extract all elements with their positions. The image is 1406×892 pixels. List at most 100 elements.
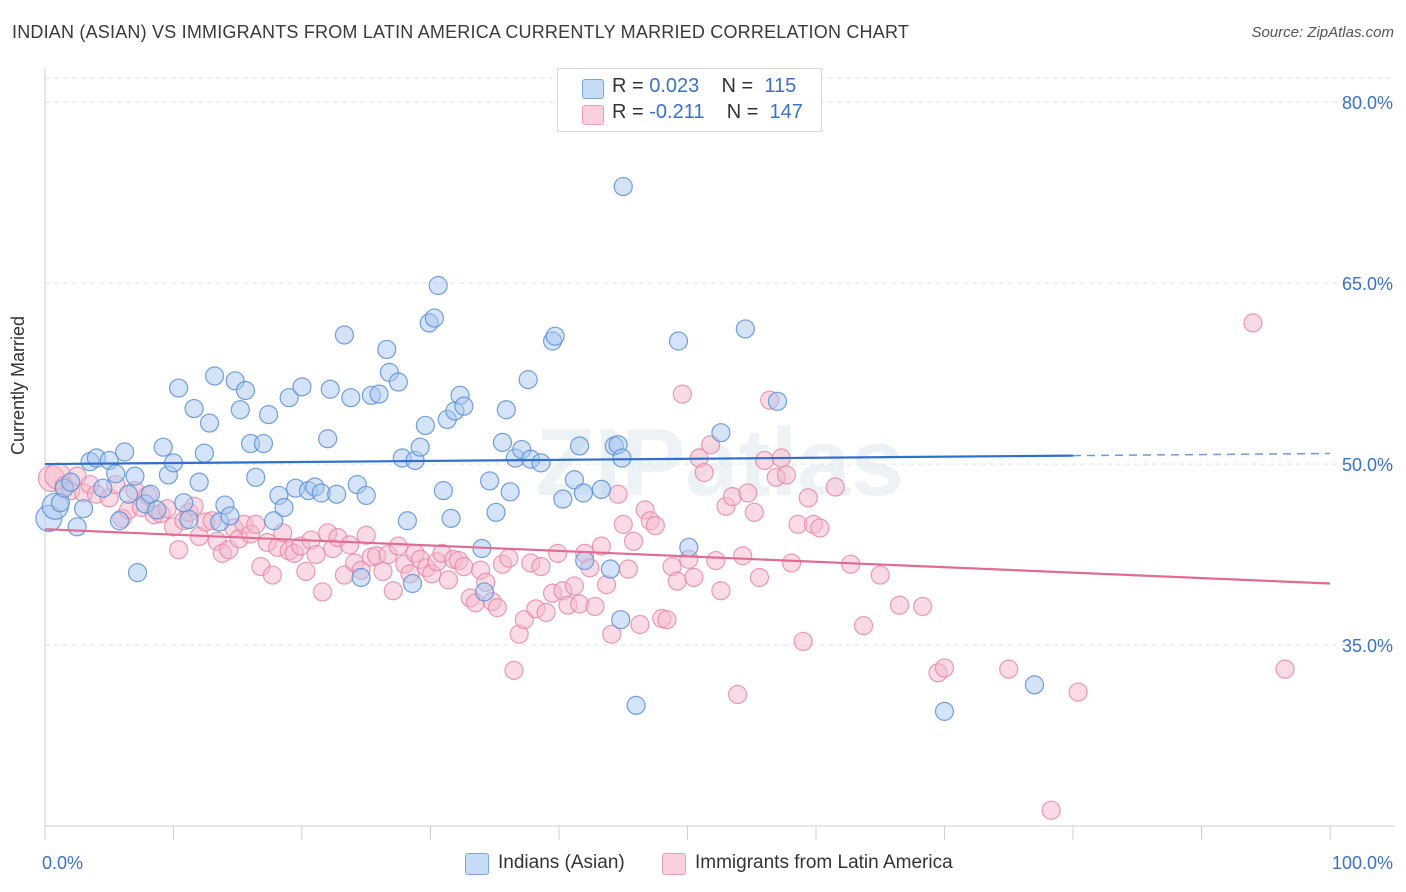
point-immigrants-latin-america — [744, 502, 764, 522]
y-tick-label: 80.0% — [1342, 93, 1393, 113]
point-immigrants-latin-america — [1041, 800, 1061, 820]
point-indians-asian — [711, 423, 731, 443]
point-immigrants-latin-america — [853, 616, 874, 636]
point-immigrants-latin-america — [684, 567, 704, 588]
trend-lines — [44, 452, 1331, 585]
point-indians-asian — [179, 509, 199, 530]
point-immigrants-latin-america — [296, 561, 316, 582]
y-tick-label: 50.0% — [1342, 455, 1393, 475]
point-indians-asian — [292, 377, 312, 397]
point-immigrants-latin-america — [246, 514, 266, 534]
bottom-legend-label-indians: Indians (Asian) — [498, 852, 625, 873]
point-immigrants-latin-america — [672, 384, 692, 404]
point-immigrants-latin-america — [608, 484, 628, 504]
point-indians-asian — [626, 695, 646, 715]
point-immigrants-latin-america — [504, 660, 524, 680]
point-indians-asian — [377, 339, 397, 360]
point-immigrants-latin-america — [454, 557, 474, 577]
point-indians-asian — [258, 405, 279, 425]
point-immigrants-latin-america — [738, 483, 758, 503]
point-indians-asian — [67, 517, 87, 537]
trend-line-immigrants-latin-america — [44, 528, 1331, 585]
point-indians-asian — [194, 443, 214, 463]
legend-n-label: N = — [726, 101, 759, 123]
point-immigrants-latin-america — [623, 531, 644, 551]
bottom-legend-swatch-latin-america — [662, 853, 686, 875]
point-immigrants-latin-america — [776, 465, 797, 485]
point-immigrants-latin-america — [388, 536, 408, 556]
point-immigrants-latin-america — [1243, 313, 1263, 333]
point-indians-asian — [220, 506, 240, 526]
trend-line-indians-asian — [44, 454, 1074, 466]
point-immigrants-latin-america — [339, 535, 360, 555]
point-immigrants-latin-america — [754, 450, 775, 471]
point-immigrants-latin-america — [262, 565, 283, 585]
point-indians-asian — [569, 436, 590, 456]
point-indians-asian — [73, 499, 94, 519]
point-indians-asian — [934, 701, 955, 721]
legend-n-value: 147 — [769, 101, 803, 123]
point-immigrants-latin-america — [499, 548, 519, 568]
axes — [44, 68, 1395, 840]
y-tick-label: 65.0% — [1342, 274, 1393, 294]
point-indians-asian — [496, 400, 516, 420]
point-indians-asian — [388, 372, 408, 392]
x-tick-label: 100.0% — [1332, 853, 1393, 873]
source-label: Source: ZipAtlas.com — [1251, 24, 1394, 41]
point-immigrants-latin-america — [613, 514, 633, 534]
point-indians-asian — [480, 471, 500, 491]
point-indians-asian — [253, 433, 274, 454]
point-immigrants-latin-america — [585, 596, 605, 617]
point-indians-asian — [205, 366, 225, 386]
tick-labels: 35.0% 50.0% 65.0% 80.0% 0.0% 100.0% — [42, 93, 1393, 873]
point-immigrants-latin-america — [564, 576, 585, 596]
point-immigrants-latin-america — [645, 515, 665, 536]
point-immigrants-latin-america — [591, 536, 612, 556]
point-immigrants-latin-america — [536, 602, 556, 623]
point-indians-asian — [679, 537, 699, 557]
point-immigrants-latin-america — [889, 595, 910, 615]
point-immigrants-latin-america — [312, 582, 333, 602]
point-indians-asian — [613, 176, 633, 197]
point-indians-asian — [600, 559, 621, 579]
point-indians-asian — [767, 391, 788, 411]
point-immigrants-latin-america — [487, 598, 507, 618]
point-immigrants-latin-america — [749, 567, 770, 588]
x-tick-label: 0.0% — [42, 853, 83, 873]
point-immigrants-latin-america — [548, 543, 568, 563]
point-indians-asian — [1024, 675, 1045, 695]
point-indians-asian — [474, 582, 495, 602]
chart-title: INDIAN (ASIAN) VS IMMIGRANTS FROM LATIN … — [12, 22, 910, 42]
point-indians-asian — [320, 379, 340, 399]
point-immigrants-latin-america — [596, 575, 617, 595]
point-indians-asian — [318, 429, 338, 449]
bottom-legend-swatch-indians — [465, 853, 489, 875]
legend-r-value: -0.211 — [649, 101, 705, 123]
point-indians-asian — [61, 472, 81, 492]
point-immigrants-latin-america — [711, 581, 731, 601]
bottom-legend-label-latin-america: Immigrants from Latin America — [695, 852, 953, 873]
point-indians-asian — [500, 482, 520, 502]
point-indians-asian — [531, 453, 551, 473]
point-immigrants-latin-america — [618, 559, 638, 579]
point-indians-asian — [184, 398, 204, 419]
point-immigrants-latin-america — [781, 553, 802, 573]
point-immigrants-latin-america — [870, 565, 890, 585]
point-immigrants-latin-america — [306, 544, 326, 565]
point-immigrants-latin-america — [1275, 659, 1295, 679]
point-immigrants-latin-america — [999, 659, 1019, 679]
point-immigrants-latin-america — [934, 658, 955, 678]
point-indians-asian — [356, 485, 376, 506]
point-indians-asian — [246, 467, 266, 487]
point-indians-asian — [93, 478, 113, 498]
point-indians-asian — [415, 415, 435, 436]
point-indians-asian — [174, 493, 194, 513]
series-immigrants-latin-america — [37, 313, 1295, 820]
point-immigrants-latin-america — [793, 631, 813, 652]
point-immigrants-latin-america — [913, 596, 933, 617]
point-immigrants-latin-america — [694, 462, 714, 483]
point-immigrants-latin-america — [531, 557, 551, 577]
legend-r-value: 0.023 — [649, 75, 700, 97]
point-indians-asian — [230, 400, 250, 420]
